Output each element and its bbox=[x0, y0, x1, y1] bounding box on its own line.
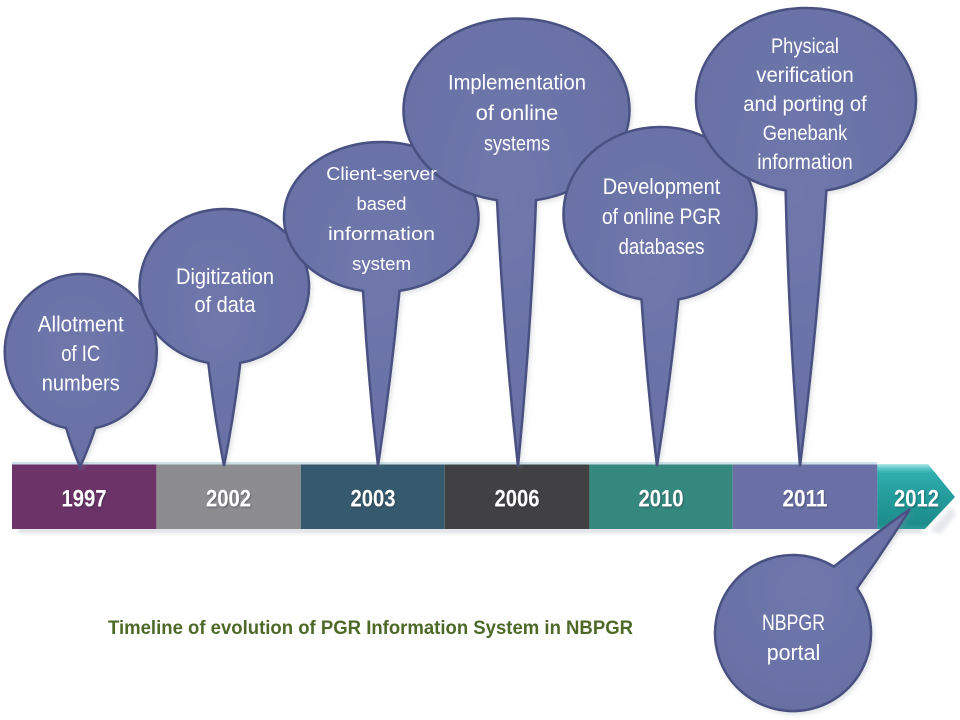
svg-text:Client-server: Client-server bbox=[326, 163, 437, 184]
svg-text:2010: 2010 bbox=[639, 486, 684, 513]
svg-text:system: system bbox=[352, 253, 411, 274]
svg-text:of online: of online bbox=[476, 102, 559, 125]
svg-text:numbers: numbers bbox=[42, 371, 120, 396]
svg-text:based: based bbox=[357, 193, 407, 214]
svg-text:Timeline of evolution of PGR I: Timeline of evolution of PGR Information… bbox=[108, 618, 633, 639]
svg-text:Physical: Physical bbox=[771, 35, 839, 58]
svg-text:and porting of: and porting of bbox=[743, 93, 867, 116]
svg-text:2002: 2002 bbox=[206, 486, 251, 513]
svg-text:of online PGR: of online PGR bbox=[602, 204, 721, 229]
svg-text:of IC: of IC bbox=[61, 341, 100, 366]
svg-text:Allotment: Allotment bbox=[38, 312, 124, 337]
svg-text:1997: 1997 bbox=[62, 486, 107, 513]
svg-text:2011: 2011 bbox=[783, 486, 828, 513]
svg-text:databases: databases bbox=[619, 234, 705, 259]
svg-text:Development: Development bbox=[603, 174, 721, 199]
svg-text:Genebank: Genebank bbox=[763, 122, 848, 145]
svg-text:2006: 2006 bbox=[495, 486, 540, 513]
svg-text:2003: 2003 bbox=[351, 486, 396, 513]
svg-text:Implementation: Implementation bbox=[448, 72, 586, 95]
svg-text:Digitization: Digitization bbox=[176, 264, 274, 289]
svg-text:verification: verification bbox=[756, 64, 854, 87]
svg-text:systems: systems bbox=[484, 133, 550, 156]
svg-text:information: information bbox=[757, 151, 853, 174]
svg-text:2012: 2012 bbox=[894, 486, 939, 513]
svg-text:portal: portal bbox=[767, 640, 821, 665]
svg-text:information: information bbox=[328, 223, 435, 244]
svg-text:NBPGR: NBPGR bbox=[762, 610, 825, 635]
svg-text:of data: of data bbox=[195, 292, 256, 317]
